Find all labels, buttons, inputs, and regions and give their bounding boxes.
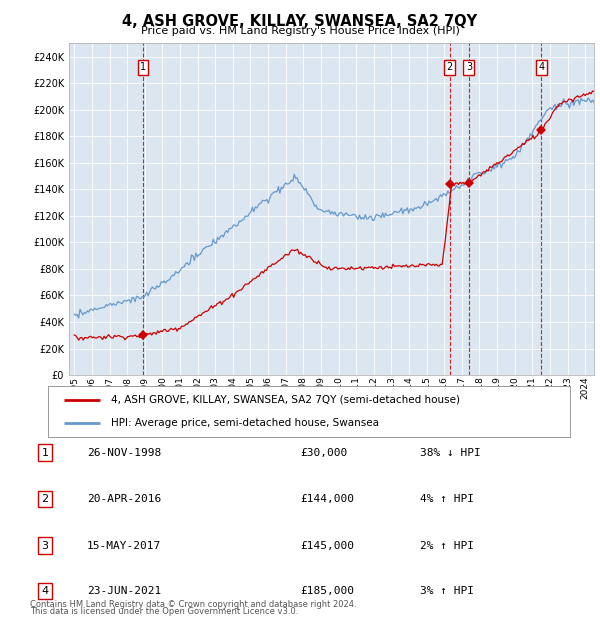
Text: 4% ↑ HPI: 4% ↑ HPI bbox=[420, 494, 474, 504]
Text: 4, ASH GROVE, KILLAY, SWANSEA, SA2 7QY: 4, ASH GROVE, KILLAY, SWANSEA, SA2 7QY bbox=[122, 14, 478, 29]
Text: 15-MAY-2017: 15-MAY-2017 bbox=[87, 541, 161, 551]
Text: 1: 1 bbox=[140, 62, 146, 73]
Text: 4: 4 bbox=[538, 62, 544, 73]
Text: 1: 1 bbox=[41, 448, 49, 458]
Text: 2: 2 bbox=[446, 62, 452, 73]
Text: £145,000: £145,000 bbox=[300, 541, 354, 551]
Text: This data is licensed under the Open Government Licence v3.0.: This data is licensed under the Open Gov… bbox=[30, 607, 298, 616]
Text: 26-NOV-1998: 26-NOV-1998 bbox=[87, 448, 161, 458]
Text: 23-JUN-2021: 23-JUN-2021 bbox=[87, 586, 161, 596]
Text: 2: 2 bbox=[41, 494, 49, 504]
Text: 38% ↓ HPI: 38% ↓ HPI bbox=[420, 448, 481, 458]
Text: 20-APR-2016: 20-APR-2016 bbox=[87, 494, 161, 504]
Text: 4: 4 bbox=[41, 586, 49, 596]
Text: 3% ↑ HPI: 3% ↑ HPI bbox=[420, 586, 474, 596]
Text: £185,000: £185,000 bbox=[300, 586, 354, 596]
Text: HPI: Average price, semi-detached house, Swansea: HPI: Average price, semi-detached house,… bbox=[110, 418, 379, 428]
Text: Contains HM Land Registry data © Crown copyright and database right 2024.: Contains HM Land Registry data © Crown c… bbox=[30, 600, 356, 609]
Text: 3: 3 bbox=[466, 62, 472, 73]
Text: £144,000: £144,000 bbox=[300, 494, 354, 504]
Text: 2% ↑ HPI: 2% ↑ HPI bbox=[420, 541, 474, 551]
Text: Price paid vs. HM Land Registry's House Price Index (HPI): Price paid vs. HM Land Registry's House … bbox=[140, 26, 460, 36]
Text: 3: 3 bbox=[41, 541, 49, 551]
Text: 4, ASH GROVE, KILLAY, SWANSEA, SA2 7QY (semi-detached house): 4, ASH GROVE, KILLAY, SWANSEA, SA2 7QY (… bbox=[110, 395, 460, 405]
Text: £30,000: £30,000 bbox=[300, 448, 347, 458]
